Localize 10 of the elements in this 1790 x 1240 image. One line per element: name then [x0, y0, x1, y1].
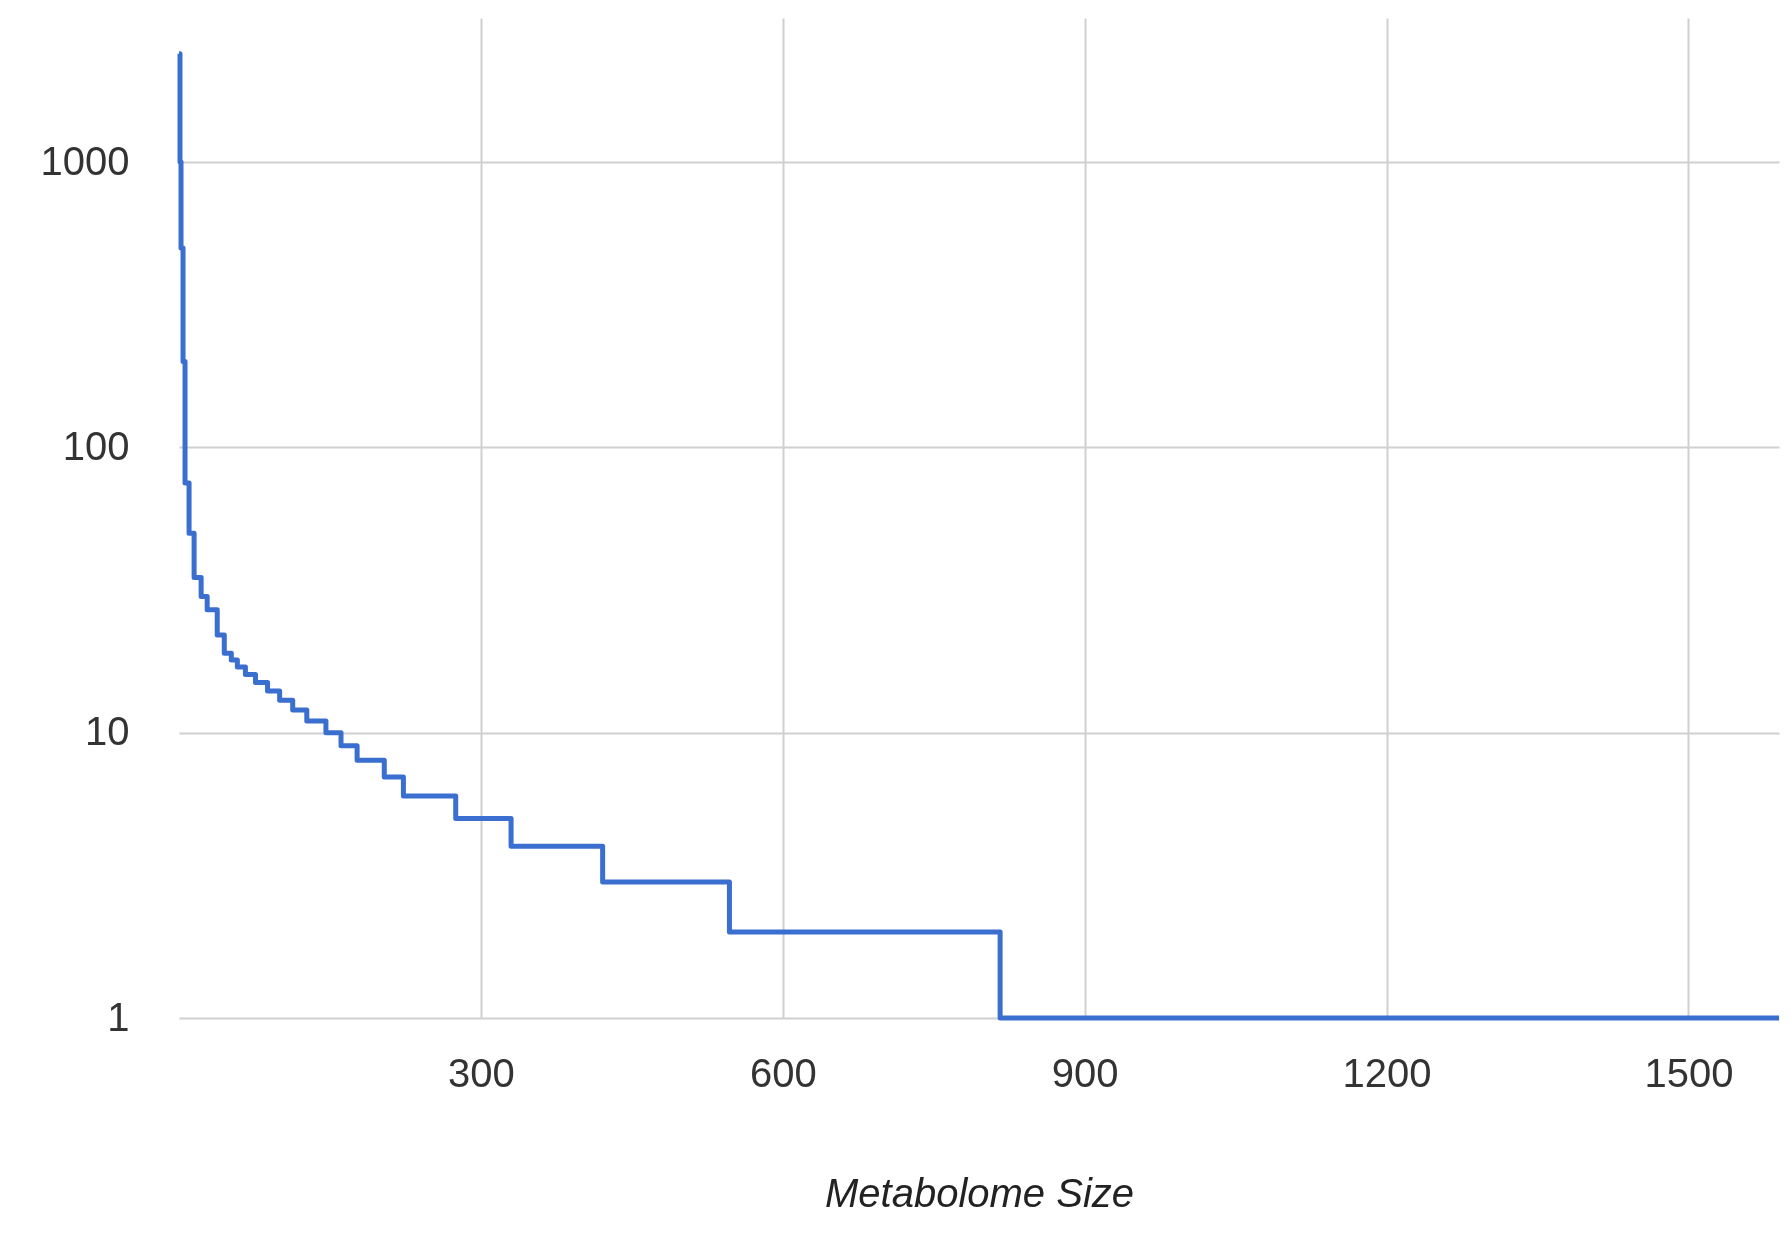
y-tick-label: 1000: [40, 138, 130, 183]
x-tick-label: 600: [749, 1050, 817, 1095]
x-tick-label: 1500: [1644, 1050, 1734, 1095]
x-tick-label: 300: [448, 1050, 515, 1095]
y-tick-label: 1: [107, 994, 130, 1039]
y-tick-label: 10: [85, 709, 130, 754]
x-tick-label: 900: [1051, 1050, 1119, 1095]
y-tick-label: 100: [62, 423, 130, 468]
x-tick-label: 1200: [1342, 1050, 1432, 1095]
x-axis-title: Metabolome Size: [824, 1170, 1135, 1215]
